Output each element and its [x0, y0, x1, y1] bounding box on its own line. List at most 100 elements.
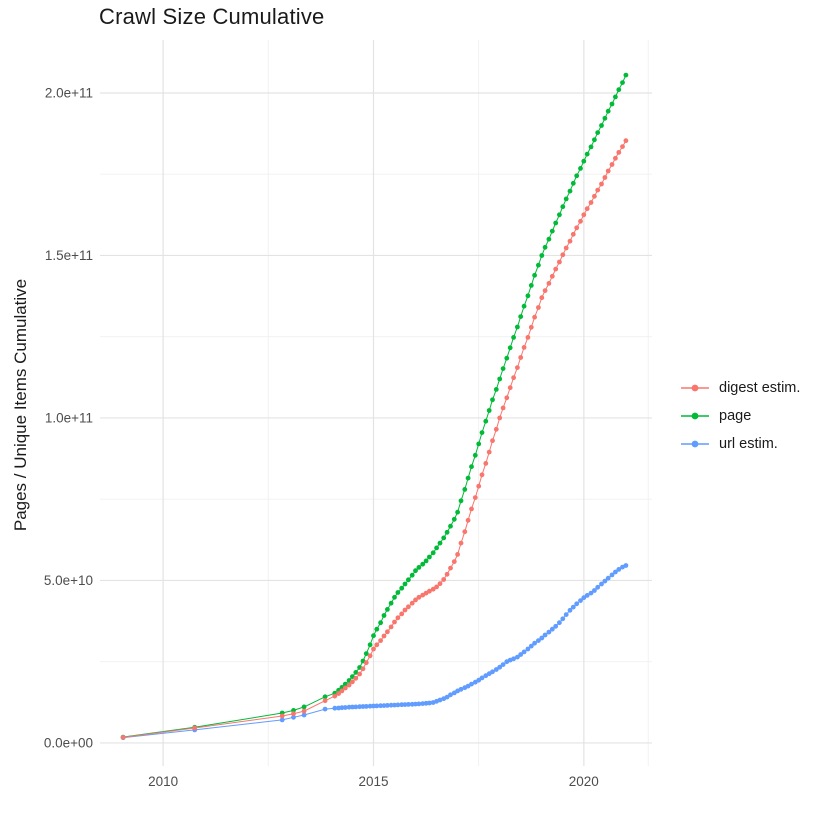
data-point-page [416, 565, 422, 570]
data-point-url-estim [557, 620, 562, 626]
data-point-digest-estim [441, 577, 447, 582]
data-point-digest-estim [455, 552, 460, 557]
data-point-page [427, 554, 432, 560]
y-tick-label-5.0e+10: 5.0e+10 [44, 573, 93, 588]
x-tick-label-2020: 2020 [569, 774, 599, 789]
data-point-url-estim [357, 704, 362, 710]
data-point-page [476, 441, 482, 447]
data-point-digest-estim [511, 375, 516, 381]
legend-key-digest-estim [681, 384, 709, 392]
data-point-page [549, 228, 555, 234]
data-point-digest-estim [378, 638, 383, 643]
data-point-page [469, 464, 474, 470]
data-point-digest-estim [497, 415, 503, 421]
data-point-digest-estim [360, 666, 366, 672]
data-point-url-estim [367, 703, 373, 709]
data-point-url-estim [406, 702, 411, 707]
data-point-url-estim [525, 646, 531, 652]
data-point-digest-estim [346, 682, 352, 688]
data-point-page [560, 204, 566, 210]
data-point-digest-estim [427, 588, 432, 594]
data-point-page [388, 600, 394, 606]
data-point-digest-estim [623, 138, 629, 144]
data-point-page [620, 80, 625, 85]
data-point-url-estim [560, 616, 566, 622]
data-point-digest-estim [483, 461, 489, 466]
legend-item-digest-estim: digest estim. [680, 378, 800, 398]
data-point-page [599, 123, 604, 128]
data-point-page [584, 151, 590, 157]
data-point-page [465, 475, 471, 481]
data-point-digest-estim [363, 660, 369, 666]
data-point-url-estim [567, 607, 573, 613]
data-point-url-estim [584, 593, 590, 598]
data-point-url-estim [381, 703, 387, 708]
data-point-digest-estim [599, 181, 604, 187]
data-point-url-estim [388, 702, 394, 708]
data-point-page [511, 335, 516, 340]
series-url-estim [120, 563, 629, 741]
data-point-page [448, 523, 453, 529]
data-point-page [507, 345, 513, 351]
legend-key-page [681, 412, 709, 420]
data-point-url-estim [437, 697, 443, 703]
data-point-digest-estim [613, 155, 618, 161]
legend-item-url-estim: url estim. [680, 434, 800, 454]
data-point-url-estim [392, 702, 397, 708]
data-point-url-estim [574, 601, 580, 607]
data-point-digest-estim [578, 218, 583, 224]
data-point-url-estim [599, 581, 604, 587]
data-point-page [479, 430, 485, 435]
data-point-page [342, 681, 348, 687]
data-point-digest-estim [493, 426, 499, 432]
y-tick-label-2.0e+11: 2.0e+11 [45, 86, 93, 101]
data-point-page [532, 272, 537, 278]
data-point-digest-estim [413, 597, 418, 603]
data-point-url-estim [301, 712, 307, 718]
data-point-digest-estim [486, 449, 492, 455]
data-point-digest-estim [392, 619, 397, 625]
data-point-digest-estim [518, 355, 524, 360]
data-point-digest-estim [563, 245, 569, 251]
data-point-page [399, 585, 405, 591]
data-point-digest-estim [357, 671, 362, 677]
data-point-digest-estim [525, 335, 531, 340]
data-point-url-estim [350, 704, 355, 710]
x-tick-label-2015: 2015 [358, 774, 388, 789]
data-point-page [536, 262, 541, 268]
data-point-digest-estim [546, 281, 552, 286]
data-point-digest-estim [279, 713, 285, 719]
data-point-page [437, 540, 443, 546]
data-point-url-estim [493, 667, 499, 672]
data-point-digest-estim [595, 187, 601, 193]
data-point-url-estim [549, 626, 555, 632]
data-point-digest-estim [602, 175, 608, 180]
y-tick-label-1.0e+11: 1.0e+11 [45, 410, 93, 425]
data-point-url-estim [536, 638, 541, 643]
data-point-url-estim [588, 590, 594, 596]
data-point-page [539, 253, 545, 258]
data-point-digest-estim [567, 238, 573, 244]
data-point-page [441, 535, 447, 541]
data-point-url-estim [490, 669, 495, 675]
data-point-url-estim [402, 702, 408, 707]
data-point-digest-estim [581, 212, 587, 218]
data-point-page [578, 166, 583, 171]
legend-label-digest-estim: digest estim. [719, 380, 801, 396]
data-point-digest-estim [557, 259, 562, 265]
data-point-page [395, 590, 401, 595]
data-point-page [567, 188, 573, 194]
data-point-url-estim [570, 604, 576, 610]
data-point-digest-estim [406, 604, 411, 610]
legend: digest estim. page url estim. [680, 378, 800, 462]
data-point-digest-estim [437, 581, 443, 587]
data-point-digest-estim [521, 345, 527, 350]
data-point-digest-estim [371, 646, 376, 652]
data-point-url-estim [553, 623, 559, 629]
data-point-url-estim [539, 635, 545, 641]
data-point-url-estim [378, 703, 383, 709]
data-point-digest-estim [342, 685, 348, 691]
data-point-digest-estim [301, 708, 307, 714]
data-point-url-estim [448, 692, 453, 698]
series-line-url-estim [123, 565, 627, 739]
